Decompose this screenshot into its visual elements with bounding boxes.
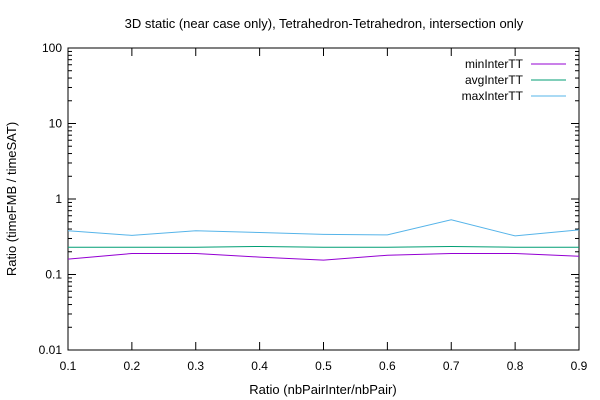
x-axis: 0.1 0.2 0.3 0.4 0.5 0.6 0.7 0.8 0.9 (60, 48, 588, 373)
x-tick-label: 0.9 (571, 359, 588, 373)
series-layer (67, 219, 580, 261)
series-line-avgInterTT (68, 245, 579, 248)
x-tick-label: 0.2 (124, 359, 141, 373)
y-tick-label: 10 (49, 117, 63, 131)
x-tick-label: 0.7 (443, 359, 460, 373)
x-tick-label: 0.4 (251, 359, 268, 373)
x-tick-label: 0.6 (379, 359, 396, 373)
x-tick-label: 0.3 (187, 359, 204, 373)
x-tick-label: 0.1 (60, 359, 77, 373)
chart-title: 3D static (near case only), Tetrahedron-… (125, 16, 524, 31)
y-axis: 0.01 0.1 1 10 100 (39, 41, 579, 357)
series-line-maxInterTT (67, 219, 580, 237)
x-tick-label: 0.8 (507, 359, 524, 373)
legend-label: avgInterTT (465, 73, 524, 87)
legend-label: maxInterTT (462, 89, 524, 103)
series-line-minInterTT (67, 253, 580, 261)
y-tick-label: 0.01 (39, 343, 63, 357)
y-tick-label: 1 (55, 192, 62, 206)
y-tick-label: 0.1 (45, 268, 62, 282)
legend: minInterTT avgInterTT maxInterTT (462, 57, 566, 103)
y-axis-label: Ratio (timeFMB / timeSAT) (4, 122, 19, 276)
x-tick-label: 0.5 (315, 359, 332, 373)
legend-label: minInterTT (465, 57, 524, 71)
y-tick-label: 100 (42, 41, 62, 55)
x-axis-label: Ratio (nbPairInter/nbPair) (249, 382, 396, 397)
